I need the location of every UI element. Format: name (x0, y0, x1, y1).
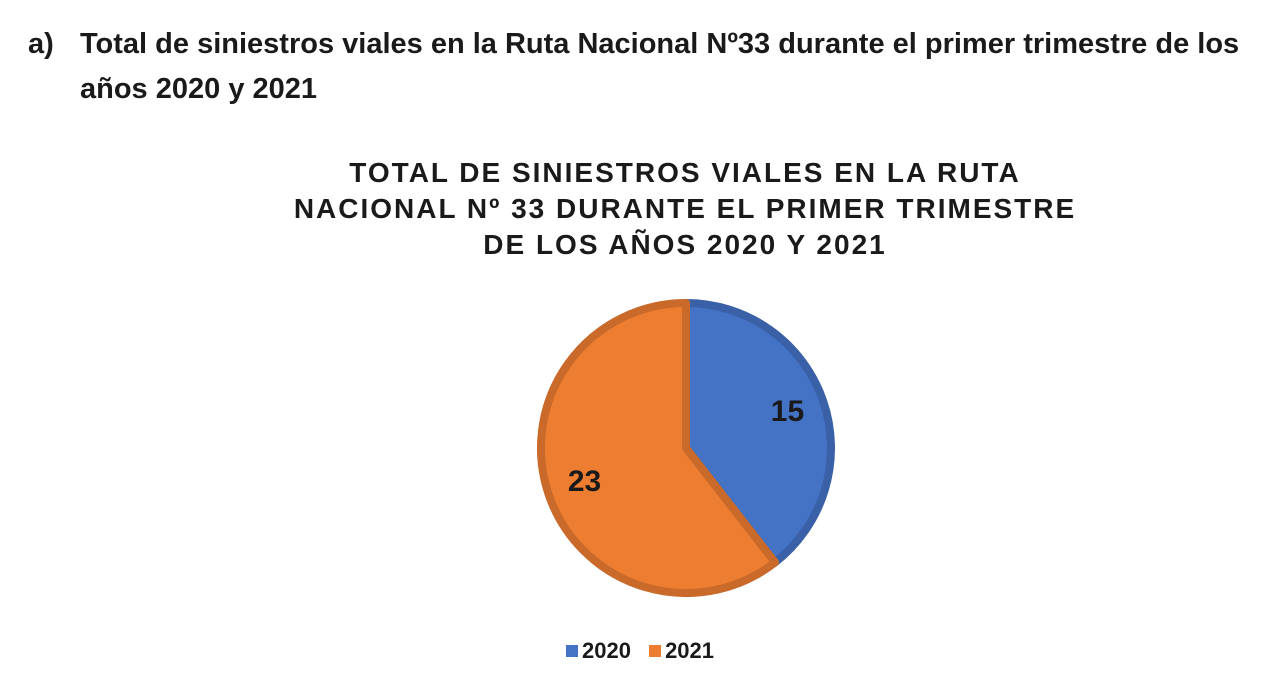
legend-label-2021: 2021 (665, 638, 715, 663)
legend-item-2021: 2021 (649, 636, 714, 666)
section-marker: a) (28, 28, 54, 60)
pie-label-2021: 23 (568, 465, 601, 498)
section-heading: a) Total de siniestros viales en la Ruta… (28, 22, 1258, 112)
legend-swatch-2021 (649, 645, 662, 657)
pie-slice-2020 (682, 299, 835, 567)
legend-label-2020: 2020 (581, 638, 631, 663)
chart-title: TOTAL DE SINIESTROS VIALES EN LA RUTA NA… (293, 157, 1077, 260)
pie-slice-2021 (537, 299, 780, 597)
legend-swatch-2020 (565, 645, 578, 657)
pie-label-2020: 15 (771, 395, 804, 428)
chart-legend: 2020 2021 (0, 636, 1280, 666)
legend-item-2020: 2020 (565, 636, 631, 666)
section-heading-text: Total de siniestros viales en la Ruta Na… (80, 28, 1240, 105)
